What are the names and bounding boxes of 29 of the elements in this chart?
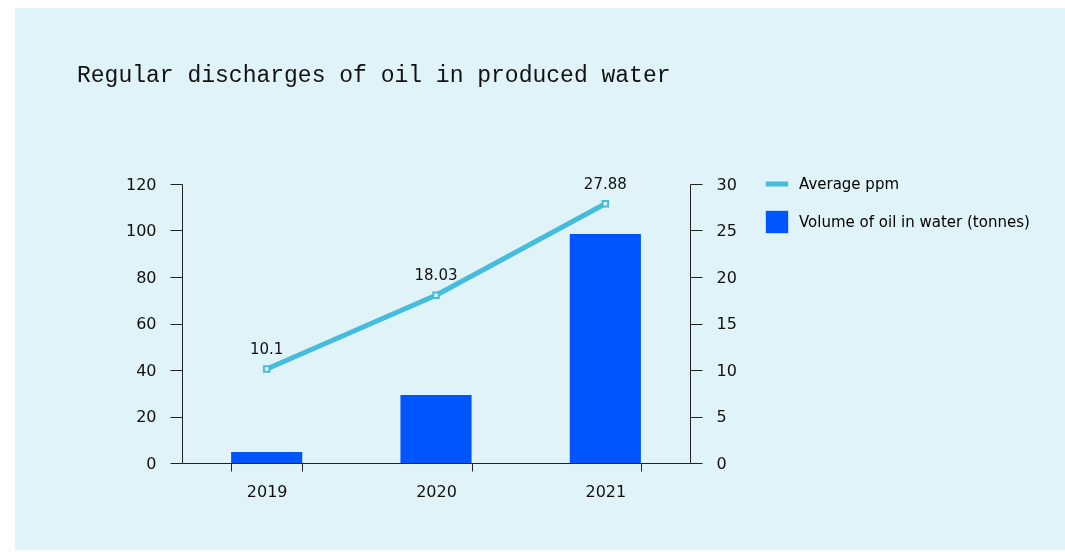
x-tick-label: 2020 — [416, 481, 457, 501]
y-tick-label: 60 — [136, 314, 157, 333]
legend-label: Volume of oil in water (tonnes) — [799, 213, 1030, 231]
y-tick-label: 100 — [125, 221, 157, 240]
legend-label: Average ppm — [799, 175, 900, 193]
y-tick-label: 120 — [125, 174, 157, 194]
y2-tick-label: 10 — [716, 360, 737, 380]
y-tick-label: 0 — [146, 453, 157, 473]
x-tick-label: 2021 — [585, 481, 627, 501]
data-label: 27.88 — [583, 174, 627, 193]
bar — [569, 233, 641, 463]
y2-tick-label: 30 — [716, 174, 737, 194]
y-tick-label: 20 — [136, 407, 157, 426]
y-tick-label: 40 — [136, 360, 157, 380]
y2-tick-label: 5 — [716, 407, 727, 426]
y2-tick-label: 25 — [716, 221, 737, 240]
bar — [231, 452, 303, 463]
point — [262, 365, 271, 373]
x-tick-label: 2019 — [246, 481, 288, 501]
bar — [400, 395, 472, 463]
point — [601, 199, 610, 208]
y-tick-label: 80 — [136, 267, 157, 287]
y2-tick-label: 20 — [716, 267, 737, 287]
data-label: 10.1 — [249, 340, 284, 359]
data-label: 18.03 — [414, 266, 458, 285]
point — [432, 291, 440, 300]
y2-tick-label: 0 — [716, 453, 727, 473]
y2-tick-label: 15 — [716, 314, 737, 333]
chart-title: Regular discharges of oil in produced water — [77, 63, 671, 89]
